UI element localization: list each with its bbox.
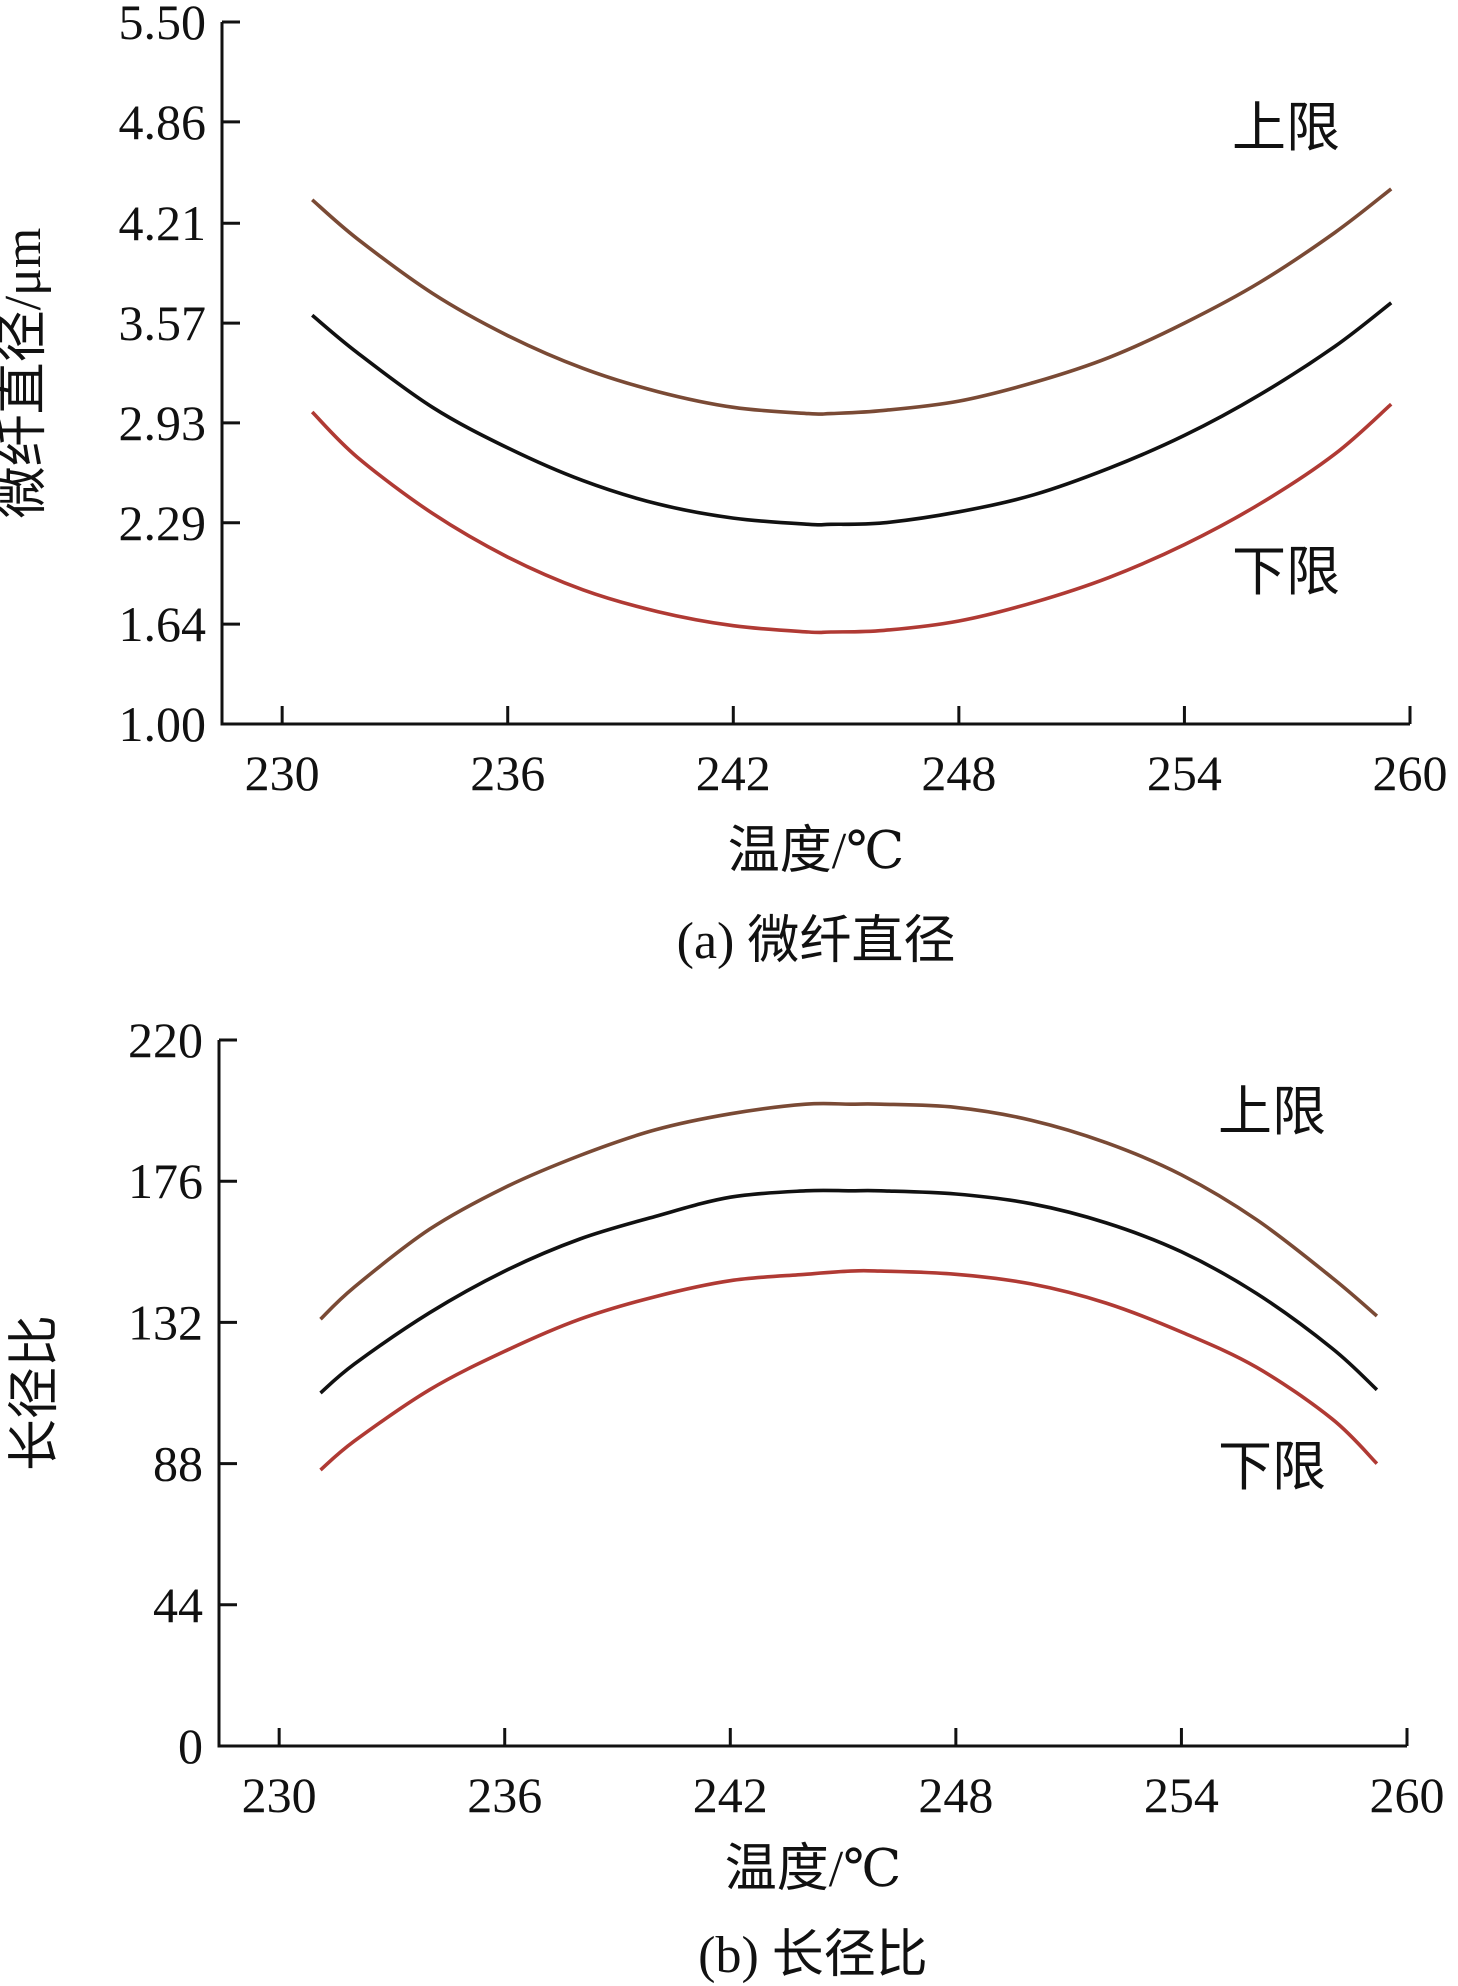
x-tick-label: 248 bbox=[921, 745, 996, 801]
y-tick-label: 4.21 bbox=[119, 195, 207, 251]
y-tick-label: 4.86 bbox=[119, 94, 207, 150]
x-tick-label: 230 bbox=[242, 1767, 317, 1823]
y-tick-label: 220 bbox=[128, 1012, 203, 1068]
x-tick-label: 254 bbox=[1147, 745, 1222, 801]
x-tick-label: 236 bbox=[470, 745, 545, 801]
x-tick-label: 260 bbox=[1370, 1767, 1445, 1823]
lower-limit-line bbox=[319, 1268, 1379, 1472]
y-tick-label: 2.93 bbox=[119, 395, 207, 451]
y-tick-label: 44 bbox=[153, 1577, 203, 1633]
x-tick-label: 242 bbox=[696, 745, 771, 801]
upper-limit-label: 上限 bbox=[1218, 1082, 1326, 1142]
upper-limit-label: 上限 bbox=[1232, 98, 1340, 158]
chart-a: 230 236 242 248 254 260 1.00 1.64 2.29 2.93 3.57 4.… bbox=[0, 0, 1448, 970]
x-axis-label: 温度/℃ bbox=[728, 823, 905, 880]
y-axis-label: 长径比 bbox=[7, 1315, 64, 1471]
x-tick-label: 242 bbox=[693, 1767, 768, 1823]
x-tick-label: 230 bbox=[245, 745, 320, 801]
y-tick-label: 3.57 bbox=[119, 295, 207, 351]
y-tick-label: 1.00 bbox=[119, 696, 207, 752]
x-tick-label: 236 bbox=[467, 1767, 542, 1823]
axes bbox=[217, 1040, 1407, 1748]
y-axis-label: 微纤直径/μm bbox=[0, 228, 52, 519]
lower-limit-label: 下限 bbox=[1218, 1437, 1326, 1497]
x-tick-label: 248 bbox=[918, 1767, 993, 1823]
y-tick-label: 88 bbox=[153, 1436, 203, 1492]
chart-caption: (b) 长径比 bbox=[698, 1927, 928, 1984]
lower-limit-line bbox=[310, 402, 1393, 635]
y-tick-label: 2.29 bbox=[119, 495, 207, 551]
y-tick-label: 5.50 bbox=[119, 0, 207, 50]
mean-line bbox=[311, 301, 1393, 527]
x-tick-label: 254 bbox=[1144, 1767, 1219, 1823]
y-tick-label: 1.64 bbox=[119, 596, 207, 652]
lower-limit-label: 下限 bbox=[1232, 542, 1340, 602]
upper-limit-line bbox=[319, 1101, 1379, 1321]
y-tick-label: 176 bbox=[128, 1153, 203, 1209]
x-tick-label: 260 bbox=[1373, 745, 1448, 801]
chart-caption: (a) 微纤直径 bbox=[677, 913, 956, 970]
x-axis-label: 温度/℃ bbox=[725, 1841, 902, 1898]
upper-limit-line bbox=[311, 187, 1393, 416]
y-tick-label: 132 bbox=[128, 1294, 203, 1350]
mean-line bbox=[319, 1188, 1379, 1395]
chart-b: 230 236 242 248 254 260 0 44 88 132 176 220 温度/℃ 长径比 (… bbox=[7, 1012, 1445, 1984]
y-tick-label: 0 bbox=[178, 1718, 203, 1774]
